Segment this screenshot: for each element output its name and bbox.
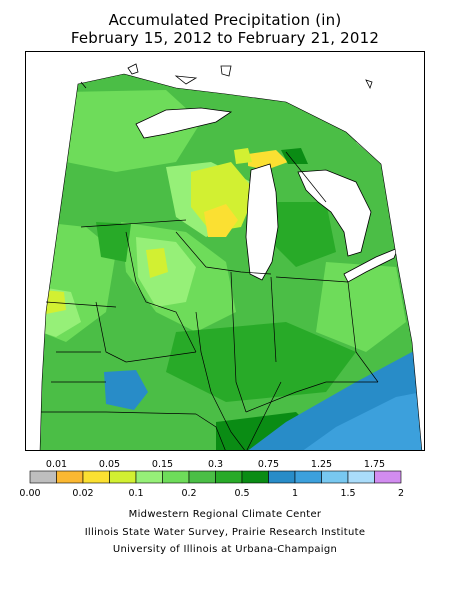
legend-bin	[29, 470, 57, 484]
legend-bottom-label: 1	[292, 488, 298, 499]
precip-zone-light-east	[316, 262, 406, 352]
legend-top-label: 0.15	[152, 459, 173, 470]
state-boundaries	[41, 151, 379, 450]
domain-outline	[39, 73, 423, 450]
legend-bin	[56, 470, 84, 484]
legend-bin	[294, 470, 322, 484]
legend-bin	[135, 470, 163, 484]
precip-zone-dark-minnesota	[96, 222, 131, 262]
legend-bottom-label: 0.1	[128, 488, 143, 499]
lake-michigan	[245, 163, 279, 281]
legend-bin	[162, 470, 190, 484]
legend-bin	[374, 470, 402, 484]
legend-bin	[241, 470, 269, 484]
precip-zone-dark-south	[166, 322, 356, 402]
legend-top-label: 1.25	[311, 459, 332, 470]
precip-zone-yellowgreen-west	[44, 290, 66, 314]
credit-center: Midwestern Regional Climate Center	[128, 509, 322, 520]
precip-zone-bluelight-southeast	[301, 392, 422, 450]
legend-bin	[215, 470, 243, 484]
precip-zone-yellowgreen-iowa	[146, 248, 168, 278]
credit-survey: Illinois State Water Survey, Prairie Res…	[84, 527, 366, 538]
map-date-range: February 15, 2012 to February 21, 2012	[70, 29, 380, 47]
northern-coastline	[80, 63, 373, 90]
precip-zone-yellowgreen-up	[234, 148, 252, 164]
legend-bin	[109, 470, 137, 484]
legend-bottom-label: 0.5	[234, 488, 249, 499]
legend-bottom-label: 0.2	[181, 488, 196, 499]
precip-zone-yellow-wisc	[204, 204, 238, 237]
legend-bottom-label: 0.02	[72, 488, 93, 499]
legend-top-label: 0.75	[258, 459, 279, 470]
lake-superior	[135, 107, 233, 139]
precip-zone-dark-michigan	[271, 202, 336, 267]
legend-bin	[188, 470, 216, 484]
legend-top-label: 1.75	[364, 459, 385, 470]
precip-zone-yellow-up	[248, 150, 288, 170]
precipitation-legend: 0.01 0.05 0.15 0.3 0.75 1.25 1.75 0.00 0.02 0.1 0…	[0, 455, 450, 503]
legend-bottom-label: 2	[398, 488, 404, 499]
legend-top-label: 0.01	[46, 459, 67, 470]
legend-top-label: 0.3	[208, 459, 223, 470]
legend-bottom-label: 0.00	[19, 488, 40, 499]
precip-zone-blue-missouri	[104, 370, 148, 410]
lake-huron	[297, 169, 372, 257]
legend-bottom-label: 1.5	[340, 488, 355, 499]
legend-top-label: 0.05	[99, 459, 120, 470]
outside-domain-east	[356, 142, 424, 342]
legend-bin	[347, 470, 375, 484]
precip-zone-darkest-up	[281, 148, 308, 164]
precipitation-map	[25, 51, 425, 451]
legend-bin	[268, 470, 296, 484]
map-title: Accumulated Precipitation (in)	[108, 11, 342, 29]
credit-university: University of Illinois at Urbana-Champai…	[112, 544, 338, 555]
legend-bin	[82, 470, 110, 484]
legend-bin	[321, 470, 349, 484]
